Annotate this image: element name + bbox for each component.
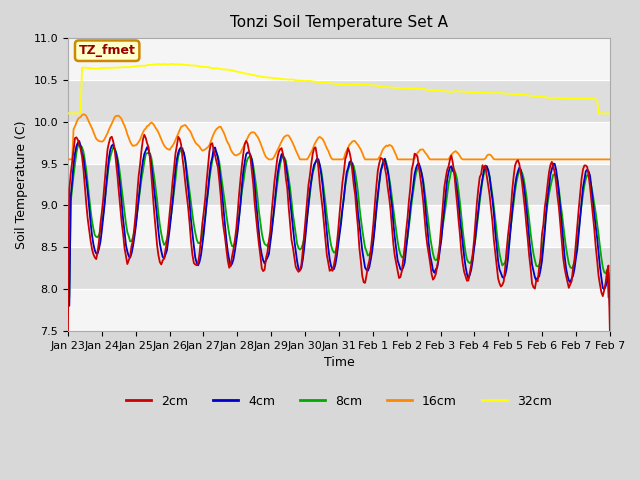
Bar — [68, 38, 610, 80]
X-axis label: Time: Time — [323, 356, 355, 369]
Bar — [68, 247, 610, 289]
Bar — [68, 289, 610, 331]
Bar — [68, 122, 610, 164]
Title: Tonzi Soil Temperature Set A: Tonzi Soil Temperature Set A — [230, 15, 448, 30]
Y-axis label: Soil Temperature (C): Soil Temperature (C) — [15, 120, 28, 249]
Bar — [68, 80, 610, 122]
Bar — [68, 205, 610, 247]
Text: TZ_fmet: TZ_fmet — [79, 44, 136, 57]
Legend: 2cm, 4cm, 8cm, 16cm, 32cm: 2cm, 4cm, 8cm, 16cm, 32cm — [121, 390, 557, 413]
Bar — [68, 164, 610, 205]
